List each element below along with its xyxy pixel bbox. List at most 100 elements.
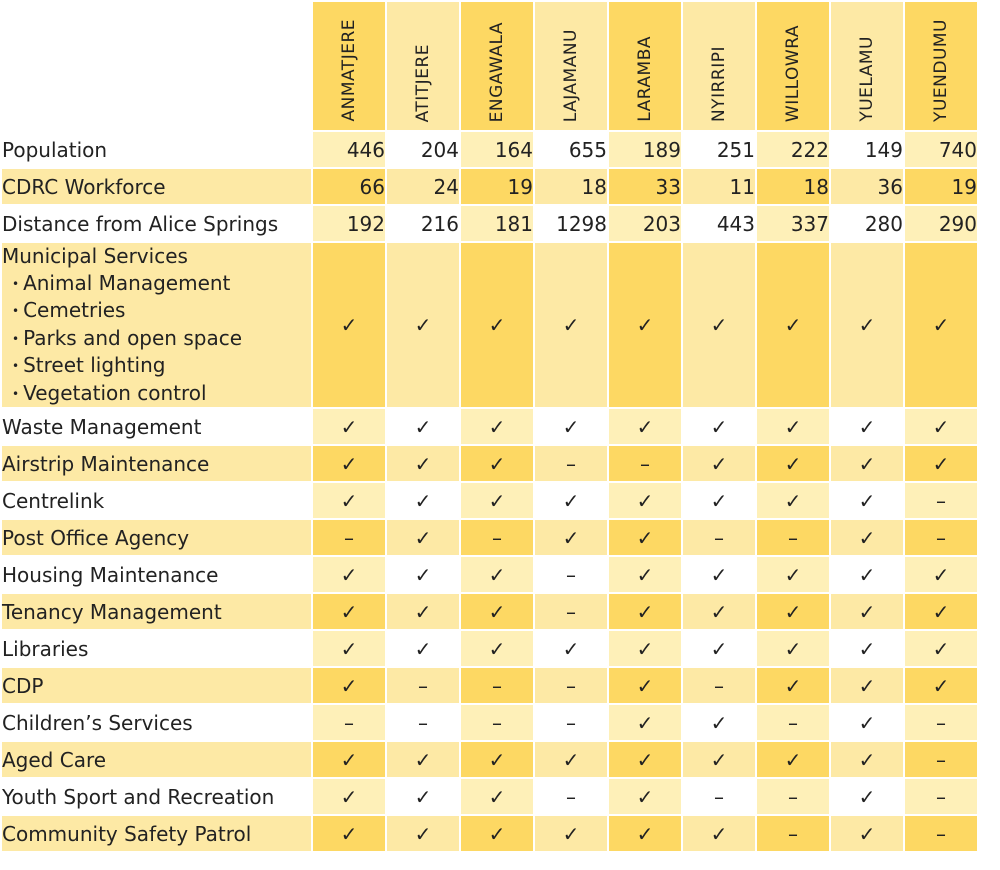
status-cell: ✓ [757,483,829,518]
status-cell: ✓ [535,742,607,777]
community-name: YUELAMU [857,36,877,122]
status-cell: ✓ [905,446,977,481]
community-name: ATITJERE [413,43,433,122]
value-cell: 290 [905,206,977,241]
status-cell: – [905,742,977,777]
status-cell: ✓ [609,409,681,444]
status-cell: ✓ [461,779,533,814]
status-cell: ✓ [757,409,829,444]
table-row-municipal: Municipal Services • Animal Management • Cem… [2,243,977,407]
community-name: ANMATJERE [339,19,359,122]
status-cell: ✓ [609,243,681,407]
status-cell: ✓ [905,557,977,592]
status-cell: – [683,668,755,703]
status-cell: – [461,705,533,740]
value-cell: 655 [535,132,607,167]
status-cell: – [905,520,977,555]
status-cell: ✓ [313,446,385,481]
status-cell: ✓ [683,483,755,518]
status-cell: ✓ [313,668,385,703]
bullet-icon: • [12,359,20,373]
status-cell: ✓ [387,446,459,481]
value-cell: 192 [313,206,385,241]
status-cell: ✓ [461,594,533,629]
col-header: NYIRRIPI [683,2,755,130]
table-row: Aged Care ✓ ✓ ✓ ✓ ✓ ✓ ✓ ✓ – [2,742,977,777]
status-cell: – [757,705,829,740]
status-cell: ✓ [831,483,903,518]
value-cell: 337 [757,206,829,241]
service-matrix-table: ANMATJERE ATITJERE ENGAWALA LAJAMANU LAR… [2,2,977,851]
table-row: Waste Management ✓ ✓ ✓ ✓ ✓ ✓ ✓ ✓ ✓ [2,409,977,444]
municipal-item-label: Street lighting [23,353,166,377]
status-cell: ✓ [535,409,607,444]
status-cell: – [683,520,755,555]
status-cell: ✓ [905,594,977,629]
status-cell: ✓ [535,816,607,851]
row-label: Waste Management [2,409,311,444]
status-cell: ✓ [683,409,755,444]
community-name: WILLOWRA [783,24,803,122]
table-row: Airstrip Maintenance ✓ ✓ ✓ – – ✓ ✓ ✓ ✓ [2,446,977,481]
status-cell: ✓ [609,594,681,629]
status-cell: ✓ [757,668,829,703]
status-cell: ✓ [535,483,607,518]
status-cell: – [535,668,607,703]
status-cell: – [535,705,607,740]
status-cell: – [535,594,607,629]
value-cell: 66 [313,169,385,204]
status-cell: ✓ [313,557,385,592]
table-row: Children’s Services – – – – ✓ ✓ – ✓ – [2,705,977,740]
col-header: ATITJERE [387,2,459,130]
status-cell: ✓ [831,243,903,407]
value-cell: 181 [461,206,533,241]
status-cell: ✓ [387,483,459,518]
status-cell: ✓ [683,243,755,407]
value-cell: 36 [831,169,903,204]
community-name: NYIRRIPI [709,45,729,122]
status-cell: – [609,446,681,481]
status-cell: ✓ [387,631,459,666]
value-cell: 1298 [535,206,607,241]
status-cell: – [683,779,755,814]
status-cell: – [905,483,977,518]
municipal-item-label: Parks and open space [23,325,243,350]
row-label: Youth Sport and Recreation [2,779,311,814]
status-cell: ✓ [757,631,829,666]
municipal-item: • Parks and open space [2,325,311,353]
corner-cell [2,2,311,130]
row-label: Municipal Services • Animal Management • Cem… [2,243,311,407]
row-label: CDRC Workforce [2,169,311,204]
status-cell: ✓ [387,779,459,814]
status-cell: – [535,779,607,814]
value-cell: 222 [757,132,829,167]
municipal-item: • Vegetation control [2,380,311,408]
status-cell: ✓ [461,557,533,592]
row-label: Housing Maintenance [2,557,311,592]
municipal-item: • Cemetries [2,297,311,325]
status-cell: ✓ [387,557,459,592]
status-cell: ✓ [831,631,903,666]
status-cell: ✓ [313,779,385,814]
col-header: ANMATJERE [313,2,385,130]
status-cell: ✓ [905,631,977,666]
community-name: LAJAMANU [561,28,581,122]
municipal-title: Municipal Services [2,244,188,268]
status-cell: ✓ [313,243,385,407]
table-row: Community Safety Patrol ✓ ✓ ✓ ✓ ✓ ✓ – ✓ – [2,816,977,851]
table-row: Youth Sport and Recreation ✓ ✓ ✓ – ✓ – – ✓ – [2,779,977,814]
status-cell: ✓ [387,520,459,555]
table-row: Housing Maintenance ✓ ✓ ✓ – ✓ ✓ ✓ ✓ ✓ [2,557,977,592]
status-cell: ✓ [683,705,755,740]
bullet-icon: • [12,304,20,318]
table-row: CDP ✓ – – – ✓ – ✓ ✓ ✓ [2,668,977,703]
status-cell: – [313,705,385,740]
value-cell: 204 [387,132,459,167]
status-cell: – [535,446,607,481]
status-cell: ✓ [757,243,829,407]
bullet-icon: • [12,386,20,401]
community-name: YUENDUMU [931,19,951,122]
value-cell: 164 [461,132,533,167]
row-label: Aged Care [2,742,311,777]
row-label: Post Office Agency [2,520,311,555]
